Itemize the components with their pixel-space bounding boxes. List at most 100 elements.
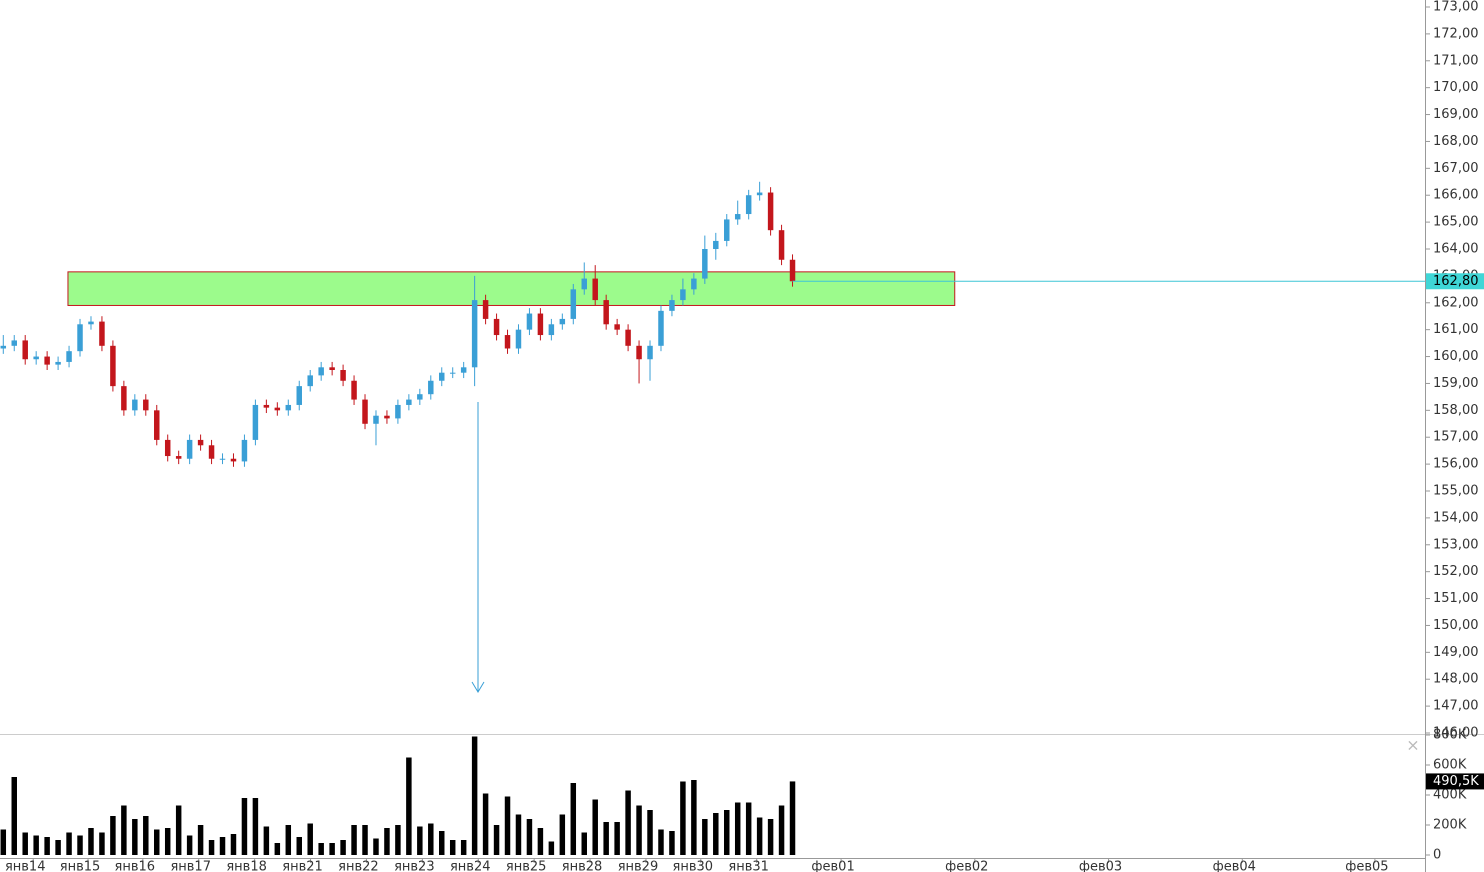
x-tick-label: фев04 <box>1213 860 1256 872</box>
volume-bar <box>373 838 379 855</box>
volume-bar <box>428 823 434 855</box>
y-tick-label: 162,00 <box>1433 295 1479 310</box>
volume-bar <box>526 819 533 855</box>
candle-body <box>33 356 39 360</box>
last-volume-label: 490,5K <box>1433 774 1479 789</box>
x-tick-label: янв24 <box>450 860 491 872</box>
volume-bar <box>66 832 72 855</box>
x-tick-label: янв23 <box>394 860 435 872</box>
x-tick-label: янв29 <box>618 860 659 872</box>
volume-bar <box>351 825 357 855</box>
volume-bar <box>121 805 127 855</box>
volume-bar <box>329 843 335 855</box>
candle-body <box>121 386 127 411</box>
volume-bar <box>734 802 741 855</box>
y-tick-label: 151,00 <box>1433 591 1479 606</box>
candle-body <box>395 404 401 419</box>
x-tick-label: янв17 <box>170 860 211 872</box>
volume-bar <box>154 829 160 855</box>
x-tick-label: янв18 <box>226 860 267 872</box>
last-volume-tag <box>1426 773 1484 790</box>
candle-body <box>515 329 522 349</box>
candle-body <box>471 300 478 368</box>
volume-bar <box>296 837 302 855</box>
volume-bar <box>702 819 708 855</box>
x-tick-label: янв21 <box>282 860 323 872</box>
candle-body <box>373 415 379 424</box>
volume-bar <box>241 798 248 855</box>
candle-body <box>724 219 730 241</box>
candle-body <box>691 278 697 290</box>
candle-body <box>154 410 160 440</box>
candle-body <box>482 300 489 319</box>
volume-bar <box>318 843 324 855</box>
volume-bar <box>274 843 281 855</box>
candle-body <box>713 240 719 249</box>
candle-body <box>592 278 598 301</box>
volume-bar <box>691 780 697 855</box>
candle-body <box>647 345 653 360</box>
candle-body <box>66 351 72 362</box>
y-tick-label: 146,00 <box>1433 726 1479 741</box>
candle-body <box>219 458 226 460</box>
y-tick-label: 173,00 <box>1433 0 1479 15</box>
volume-bar <box>285 825 292 855</box>
x-tick-label: янв30 <box>673 860 714 872</box>
y-tick-label: 164,00 <box>1433 242 1479 257</box>
volume-bar <box>581 832 587 855</box>
volume-tick-label: 600K <box>1433 758 1467 773</box>
volume-bar <box>482 793 489 855</box>
volume-bar <box>439 831 445 855</box>
volume-bar <box>592 799 598 855</box>
candle-body <box>658 310 664 346</box>
volume-bar <box>197 825 204 855</box>
y-tick-label: 169,00 <box>1433 107 1479 122</box>
volume-bar <box>384 828 390 855</box>
volume-bar <box>77 835 83 855</box>
volume-bar <box>647 810 653 855</box>
volume-bar <box>745 802 752 855</box>
x-tick-label: фев01 <box>811 860 854 872</box>
y-tick-label: 150,00 <box>1433 618 1479 633</box>
y-tick-label: 156,00 <box>1433 457 1479 472</box>
y-tick-label: 153,00 <box>1433 537 1479 552</box>
candle-body <box>132 399 138 411</box>
volume-bar <box>143 816 149 855</box>
y-tick-label: 165,00 <box>1433 215 1479 230</box>
candle-body <box>11 340 17 346</box>
volume-bar <box>625 790 631 855</box>
volume-bar <box>680 781 686 855</box>
candle-body <box>778 230 785 260</box>
annotation-arrow-head <box>471 681 485 693</box>
volume-bar <box>548 841 555 855</box>
y-tick-label: 152,00 <box>1433 564 1479 579</box>
volume-bar <box>230 834 237 855</box>
y-tick-label: 157,00 <box>1433 430 1479 445</box>
x-tick-label: фев02 <box>945 860 988 872</box>
volume-bar <box>44 837 50 855</box>
candle-body <box>22 340 28 360</box>
candle-body <box>493 318 500 336</box>
candle-body <box>241 439 248 462</box>
x-tick-label: фев05 <box>1345 860 1388 872</box>
candle-body <box>0 345 7 349</box>
candle-body <box>428 380 434 395</box>
close-pane[interactable]: × <box>1406 736 1419 755</box>
candle-body <box>164 439 171 457</box>
y-tick-label: 170,00 <box>1433 80 1479 95</box>
x-tick-label: янв15 <box>60 860 101 872</box>
volume-bar <box>395 825 401 855</box>
volume-bar <box>186 835 193 855</box>
candle-body <box>230 458 237 462</box>
candle-body <box>537 313 544 336</box>
volume-bar <box>263 826 270 855</box>
candle-body <box>460 367 467 373</box>
candle-body <box>285 404 292 411</box>
x-tick-label: янв16 <box>115 860 156 872</box>
volume-bar <box>493 825 500 855</box>
candle-body <box>526 313 533 330</box>
volume-bar <box>88 828 94 855</box>
candle-body <box>55 361 61 365</box>
volume-bar <box>789 781 796 855</box>
candle-body <box>767 192 774 231</box>
